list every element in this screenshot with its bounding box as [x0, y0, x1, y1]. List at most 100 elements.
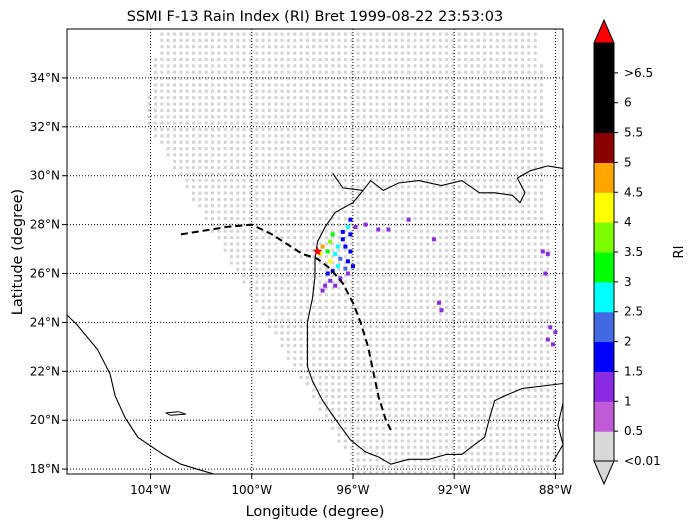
- swath-pixel: [198, 134, 202, 138]
- swath-pixel: [280, 102, 284, 106]
- swath-pixel: [230, 108, 233, 112]
- swath-pixel: [451, 102, 455, 106]
- swath-pixel: [274, 331, 278, 335]
- swath-pixel: [280, 172, 284, 176]
- swath-pixel: [293, 96, 297, 100]
- colorbar-tick-label: 3: [624, 275, 632, 289]
- swath-pixel: [521, 236, 524, 240]
- swath-pixel: [413, 464, 417, 468]
- swath-pixel: [274, 274, 278, 278]
- swath-pixel: [324, 185, 328, 189]
- swath-pixel: [432, 439, 436, 443]
- swath-pixel: [223, 134, 227, 138]
- swath-pixel: [521, 197, 524, 201]
- colorbar-segment: [594, 162, 614, 193]
- swath-pixel: [432, 96, 436, 100]
- rain-pixel: [318, 251, 323, 256]
- swath-pixel: [381, 274, 385, 278]
- swath-pixel: [223, 178, 227, 182]
- swath-pixel: [261, 255, 265, 259]
- swath-pixel: [426, 433, 430, 437]
- swath-pixel: [502, 248, 505, 252]
- swath-pixel: [502, 229, 505, 233]
- swath-pixel: [438, 356, 442, 360]
- swath-pixel: [419, 299, 423, 303]
- swath-pixel: [324, 121, 328, 125]
- swath-pixel: [267, 140, 271, 144]
- swath-pixel: [249, 172, 252, 176]
- swath-pixel: [204, 185, 208, 189]
- x-tick-label: 92°W: [438, 483, 471, 497]
- swath-pixel: [217, 58, 221, 62]
- swath-pixel: [280, 286, 284, 290]
- swath-pixel: [331, 286, 335, 290]
- swath-pixel: [400, 306, 404, 309]
- swath-pixel: [223, 83, 227, 87]
- swath-pixel: [451, 121, 455, 125]
- swath-pixel: [331, 70, 335, 74]
- swath-pixel: [489, 299, 493, 303]
- swath-pixel: [204, 77, 208, 81]
- swath-pixel: [432, 217, 436, 220]
- swath-pixel: [438, 458, 442, 462]
- swath-pixel: [337, 274, 341, 278]
- swath-pixel: [249, 280, 252, 284]
- swath-pixel: [223, 204, 227, 208]
- swath-pixel: [394, 121, 398, 125]
- swath-pixel: [483, 45, 487, 49]
- swath-pixel: [527, 325, 531, 329]
- swath-pixel: [375, 274, 379, 278]
- swath-pixel: [540, 452, 543, 456]
- swath-pixel: [312, 185, 316, 189]
- swath-pixel: [388, 248, 392, 252]
- swath-pixel: [324, 331, 328, 335]
- swath-pixel: [457, 45, 461, 49]
- swath-pixel: [419, 420, 423, 424]
- swath-pixel: [337, 159, 341, 163]
- swath-pixel: [312, 331, 316, 335]
- swath-pixel: [483, 280, 487, 284]
- swath-pixel: [261, 229, 265, 233]
- swath-pixel: [521, 134, 524, 138]
- swath-pixel: [394, 464, 398, 468]
- swath-pixel: [521, 344, 524, 348]
- swath-pixel: [413, 325, 417, 329]
- swath-pixel: [413, 267, 417, 271]
- swath-pixel: [154, 128, 158, 131]
- swath-pixel: [350, 191, 354, 195]
- swath-pixel: [375, 178, 379, 182]
- swath-pixel: [483, 204, 487, 208]
- swath-pixel: [394, 102, 398, 106]
- swath-pixel: [324, 64, 328, 68]
- swath-pixel: [324, 388, 328, 392]
- swath-pixel: [242, 147, 246, 151]
- swath-pixel: [375, 191, 379, 195]
- swath-pixel: [381, 45, 385, 49]
- swath-pixel: [476, 45, 480, 49]
- swath-pixel: [274, 172, 278, 176]
- swath-pixel: [343, 293, 347, 297]
- swath-pixel: [400, 96, 404, 100]
- swath-pixel: [457, 420, 461, 424]
- swath-pixel: [223, 77, 227, 81]
- swath-pixel: [337, 299, 341, 303]
- swath-pixel: [394, 83, 398, 87]
- swath-pixel: [407, 39, 411, 42]
- swath-pixel: [407, 32, 411, 36]
- swath-pixel: [331, 204, 335, 208]
- swath-pixel: [312, 197, 316, 201]
- swath-pixel: [476, 318, 480, 322]
- swath-pixel: [331, 64, 335, 68]
- swath-pixel: [343, 337, 347, 341]
- swath-pixel: [369, 388, 373, 392]
- swath-pixel: [179, 58, 183, 62]
- swath-pixel: [476, 407, 480, 411]
- swath-pixel: [426, 439, 430, 443]
- swath-pixel: [445, 293, 449, 297]
- swath-pixel: [521, 108, 524, 112]
- swath-pixel: [350, 375, 354, 379]
- swath-pixel: [305, 115, 309, 119]
- swath-pixel: [312, 395, 316, 398]
- swath-pixel: [495, 325, 499, 329]
- swath-pixel: [438, 420, 442, 424]
